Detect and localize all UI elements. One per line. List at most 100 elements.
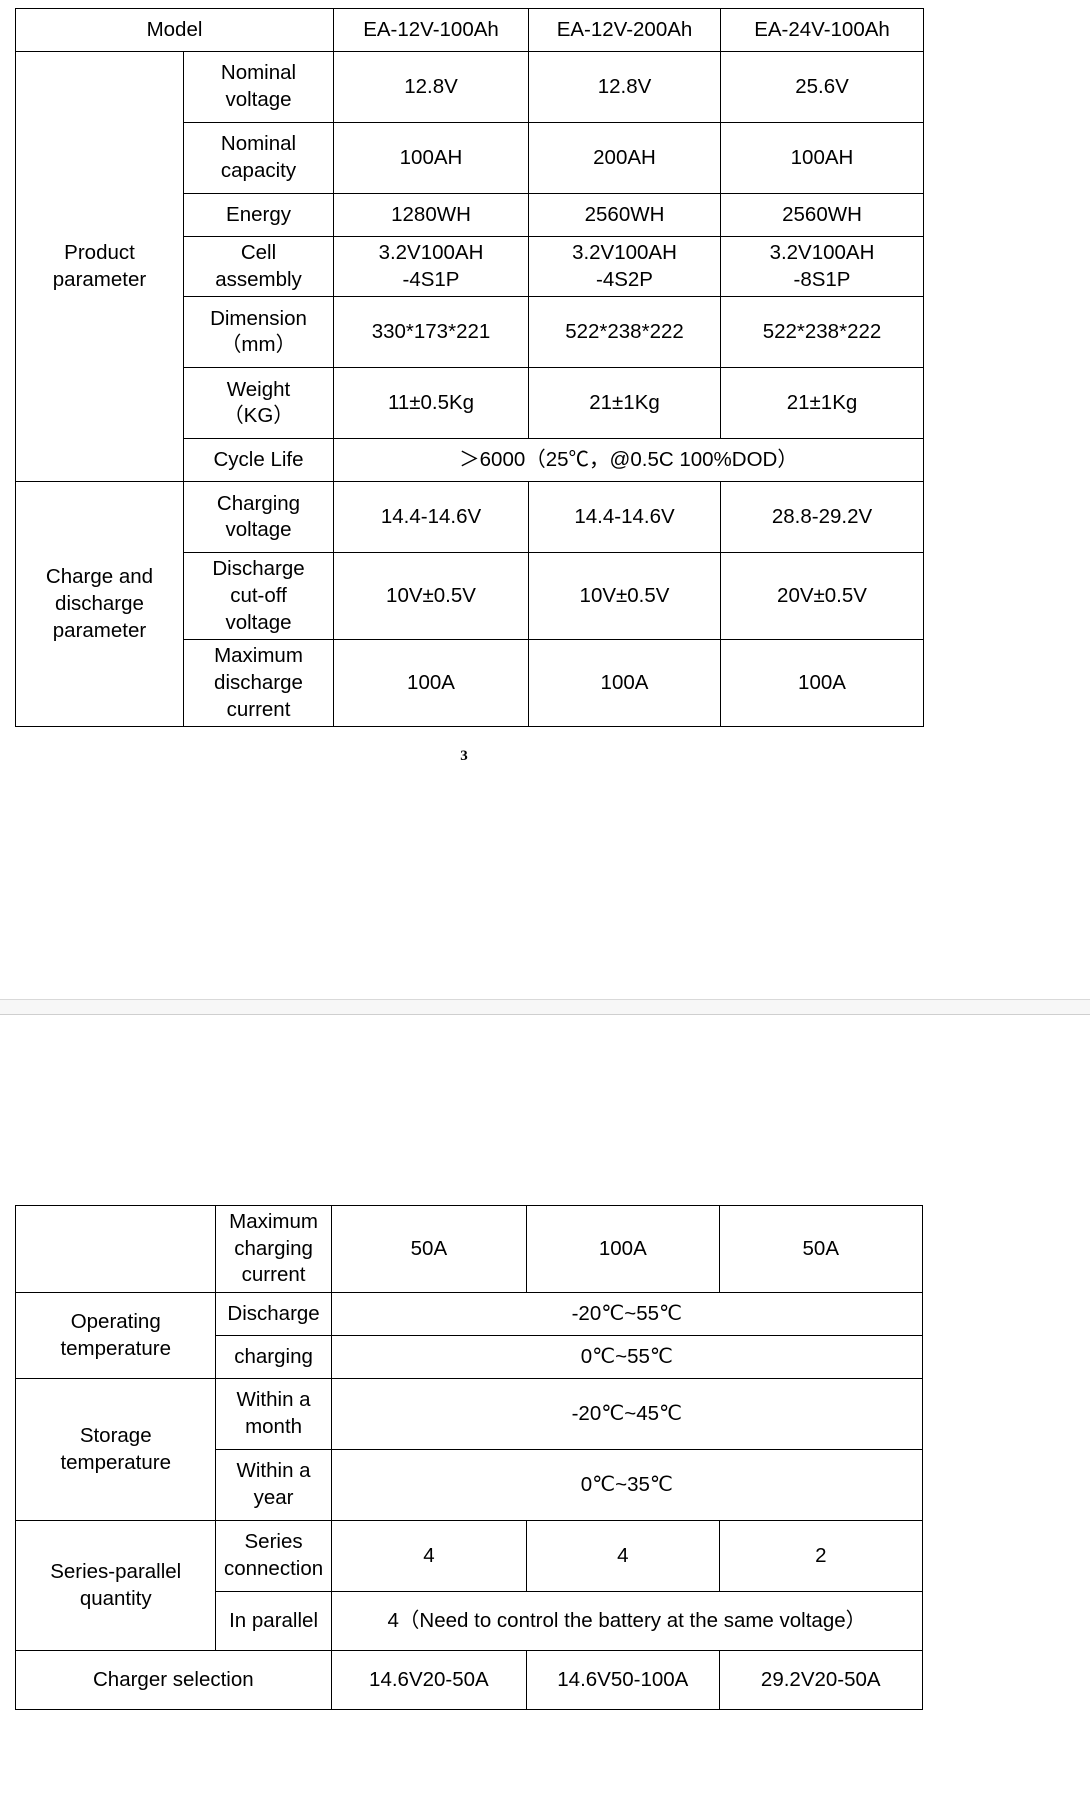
- cell-param-storage-year: Within a year: [215, 1449, 332, 1521]
- cell-param-dimension: Dimension （mm）: [183, 296, 334, 369]
- value-line2: -4S1P: [402, 267, 460, 291]
- value-line1: 3.2V100AH: [378, 241, 484, 264]
- param-line2: month: [245, 1415, 303, 1438]
- group-label-line1: Charge and: [45, 565, 154, 589]
- param-line1: Within a: [236, 1388, 311, 1412]
- cell-param-discharge-cutoff: Discharge cut-off voltage: [183, 552, 334, 641]
- param-line1: Maximum: [229, 1210, 318, 1234]
- cell-value-storage-month: -20℃~45℃: [330, 1378, 924, 1450]
- cell-value-discharge-cutoff-2: 10V±0.5V: [528, 552, 721, 641]
- cell-value-nominal-voltage-3: 25.6V: [720, 51, 924, 123]
- group-label-line1: Operating: [70, 1309, 161, 1333]
- cell-value-charger-selection-3: 29.2V20-50A: [718, 1650, 924, 1710]
- param-line3: current: [226, 697, 291, 721]
- cell-param-operating-charging: charging: [215, 1335, 332, 1379]
- param-line1: Discharge: [212, 557, 305, 581]
- cell-value-weight-3: 21±1Kg: [720, 367, 924, 440]
- cell-group-series-parallel: Series-parallel quantity: [14, 1520, 217, 1651]
- cell-value-series-connection-2: 4: [526, 1520, 720, 1592]
- group-label-line3: parameter: [52, 618, 147, 642]
- group-label-line2: parameter: [52, 267, 147, 291]
- cell-value-discharge-cutoff-1: 10V±0.5V: [333, 552, 529, 641]
- group-label-line2: quantity: [79, 1586, 152, 1610]
- value-line2: -4S2P: [596, 267, 653, 291]
- table-row-charging-voltage: Charge and discharge parameter Charging …: [15, 481, 924, 728]
- cell-param-max-discharge-current: Maximum discharge current: [183, 639, 334, 728]
- cell-value-charger-selection-2: 14.6V50-100A: [526, 1650, 720, 1710]
- param-line2: voltage: [225, 518, 292, 542]
- cell-value-nominal-capacity-3: 100AH: [720, 122, 924, 194]
- cell-param-charging-voltage: Charging voltage: [183, 481, 334, 554]
- cell-value-charging-voltage-2: 14.4-14.6V: [528, 481, 721, 554]
- param-line2: assembly: [215, 267, 302, 291]
- group-label-line1: Series-parallel: [50, 1559, 182, 1583]
- value-line2: -8S1P: [793, 267, 851, 291]
- cell-model-3: EA-24V-100Ah: [720, 8, 924, 52]
- cell-param-charger-selection: Charger selection: [15, 1650, 332, 1710]
- param-line1: Nominal: [220, 61, 297, 85]
- param-line1: Cell: [240, 241, 277, 264]
- cell-value-dimension-2: 522*238*222: [528, 296, 721, 369]
- table-row-nominal-capacity: Nominal capacity 100AH 200AH 100AH: [16, 122, 924, 194]
- cell-value-nominal-voltage-2: 12.8V: [528, 51, 721, 123]
- cell-value-cell-assembly-1: 3.2V100AH -4S1P: [333, 235, 529, 298]
- cell-value-nominal-capacity-1: 100AH: [333, 122, 529, 194]
- product-spec-table: Model EA-12V-100Ah EA-12V-200Ah EA-24V-1…: [15, 8, 924, 728]
- cell-param-cycle-life: Cycle Life: [183, 438, 334, 483]
- page-number: 3: [460, 748, 468, 764]
- group-label-line2: discharge: [55, 591, 144, 615]
- cell-value-series-connection-3: 2: [718, 1520, 924, 1592]
- cell-value-energy-2: 2560WH: [528, 193, 721, 237]
- table-row-storage-month: Storage temperature Within a month -20℃~…: [14, 1378, 924, 1521]
- cell-value-energy-1: 1280WH: [333, 193, 529, 237]
- cell-param-operating-discharge: Discharge: [215, 1292, 332, 1336]
- cell-group-operating-temperature: Operating temperature: [14, 1292, 217, 1379]
- cell-value-cell-assembly-3: 3.2V100AH -8S1P: [720, 235, 924, 298]
- param-line2: connection: [223, 1557, 324, 1580]
- table-row-nominal-voltage: Product parameter Nominal voltage 12.8V …: [15, 50, 924, 483]
- cell-group-product-parameter: Product parameter: [15, 50, 184, 483]
- param-line2: （mm）: [220, 333, 297, 357]
- cell-value-discharge-cutoff-3: 20V±0.5V: [720, 552, 924, 641]
- cell-value-weight-2: 21±1Kg: [528, 367, 721, 440]
- cell-value-dimension-1: 330*173*221: [333, 296, 529, 369]
- page-separator: [0, 999, 1090, 1015]
- param-line1: Charging: [216, 491, 301, 515]
- cell-value-series-connection-1: 4: [330, 1520, 528, 1592]
- param-line1: Within a: [236, 1459, 311, 1483]
- param-line2: cut-off: [230, 583, 287, 607]
- table-row-model-header: Model EA-12V-100Ah EA-12V-200Ah EA-24V-1…: [15, 8, 924, 52]
- cell-value-max-discharge-current-1: 100A: [333, 639, 529, 728]
- param-line1: Dimension: [210, 306, 307, 330]
- cell-value-operating-charging: 0℃~55℃: [330, 1335, 924, 1379]
- value-line1: 3.2V100AH: [769, 241, 875, 264]
- table-row-operating-charging: charging 0℃~55℃: [16, 1335, 924, 1379]
- param-line2: voltage: [225, 88, 292, 111]
- cell-value-operating-discharge: -20℃~55℃: [330, 1292, 924, 1336]
- cell-param-max-charging-current: Maximum charging current: [215, 1205, 332, 1293]
- group-label-line1: Product: [64, 241, 135, 264]
- param-line1: Weight: [226, 377, 291, 401]
- cell-value-charging-voltage-1: 14.4-14.6V: [333, 481, 529, 554]
- cell-value-energy-3: 2560WH: [720, 193, 924, 237]
- cell-param-storage-month: Within a month: [215, 1378, 332, 1450]
- param-line1: Maximum: [214, 644, 303, 668]
- cell-value-weight-1: 11±0.5Kg: [333, 367, 529, 440]
- cell-param-in-parallel: In parallel: [215, 1591, 332, 1651]
- table-row-in-parallel: In parallel 4（Need to control the batter…: [16, 1591, 924, 1651]
- cell-value-charging-voltage-3: 28.8-29.2V: [720, 481, 924, 554]
- cell-value-max-charging-current-2: 100A: [526, 1205, 720, 1293]
- cell-group-charge-discharge: Charge and discharge parameter: [15, 481, 184, 728]
- table-row-operating-discharge: Operating temperature Discharge -20℃~55℃: [14, 1292, 924, 1379]
- cell-value-dimension-3: 522*238*222: [720, 296, 924, 369]
- group-label-line2: temperature: [60, 1450, 171, 1474]
- table-row-series-connection: Series-parallel quantity Series connecti…: [14, 1520, 924, 1651]
- table-row-discharge-cutoff-voltage: Discharge cut-off voltage 10V±0.5V 10V±0…: [16, 552, 924, 641]
- table-row-charger-selection: Charger selection 14.6V20-50A 14.6V50-10…: [15, 1650, 924, 1710]
- table-row-max-discharge-current: Maximum discharge current 100A 100A 100A: [16, 639, 924, 728]
- param-line3: current: [241, 1263, 306, 1287]
- cell-value-charger-selection-1: 14.6V20-50A: [330, 1650, 528, 1710]
- cell-param-weight: Weight （KG）: [183, 367, 334, 440]
- param-line2: capacity: [220, 159, 297, 182]
- table-row-max-charging-current: Maximum charging current 50A 100A 50A: [14, 1205, 924, 1293]
